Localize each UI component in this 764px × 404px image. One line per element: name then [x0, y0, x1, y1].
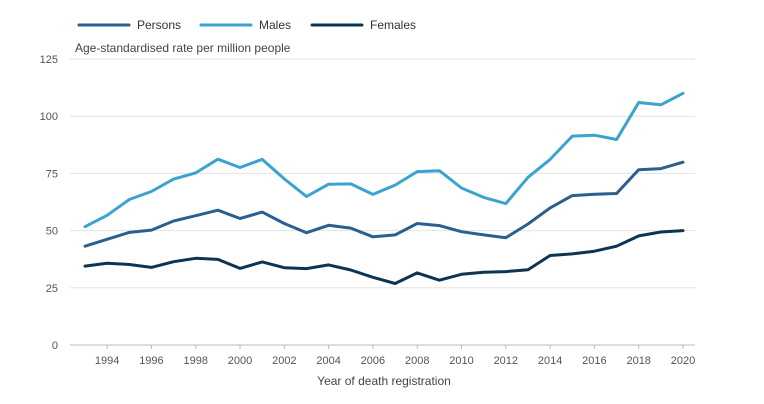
- legend-label: Females: [370, 18, 416, 32]
- legend-item-males: Males: [199, 18, 291, 32]
- legend-label: Males: [259, 18, 291, 32]
- series-line-males: [83, 91, 685, 229]
- series-lines: [83, 91, 685, 285]
- x-tick-label: 2006: [361, 355, 385, 367]
- x-tick-label: 1994: [95, 355, 119, 367]
- legend: Persons Males Females: [77, 18, 416, 32]
- x-tick-label: 2000: [228, 355, 252, 367]
- y-axis-title: Age-standardised rate per million people: [75, 41, 291, 55]
- x-tick-label: 1998: [183, 355, 207, 367]
- x-tick-label: 2014: [538, 355, 562, 367]
- legend-item-persons: Persons: [77, 18, 181, 32]
- y-tick-label: 50: [46, 226, 58, 238]
- x-tick-label: 2012: [494, 355, 518, 367]
- y-tick-label: 0: [52, 340, 58, 352]
- x-tick-label: 2002: [272, 355, 296, 367]
- series-line-females: [83, 229, 685, 285]
- x-tick-label: 2010: [449, 355, 473, 367]
- x-tick-label: 2020: [671, 355, 695, 367]
- x-tick-label: 2004: [316, 355, 340, 367]
- y-tick-label: 25: [46, 283, 58, 295]
- x-axis-title: Year of death registration: [317, 374, 451, 388]
- gridlines: [70, 58, 695, 289]
- y-tick-label: 100: [40, 111, 58, 123]
- legend-label: Persons: [137, 18, 181, 32]
- x-tick-label: 2008: [405, 355, 429, 367]
- x-axis: 1994 1996 1998 2000 2002 2004 2006 2008 2010 2012…: [95, 345, 695, 367]
- y-tick-label: 75: [46, 168, 58, 180]
- x-tick-label: 2018: [626, 355, 650, 367]
- series-line-persons: [83, 160, 685, 248]
- y-axis: 0 25 50 75 100 125: [40, 54, 58, 352]
- x-tick-label: 2016: [582, 355, 606, 367]
- y-tick-label: 125: [40, 54, 58, 66]
- x-tick-label: 1996: [139, 355, 163, 367]
- legend-item-females: Females: [310, 18, 416, 32]
